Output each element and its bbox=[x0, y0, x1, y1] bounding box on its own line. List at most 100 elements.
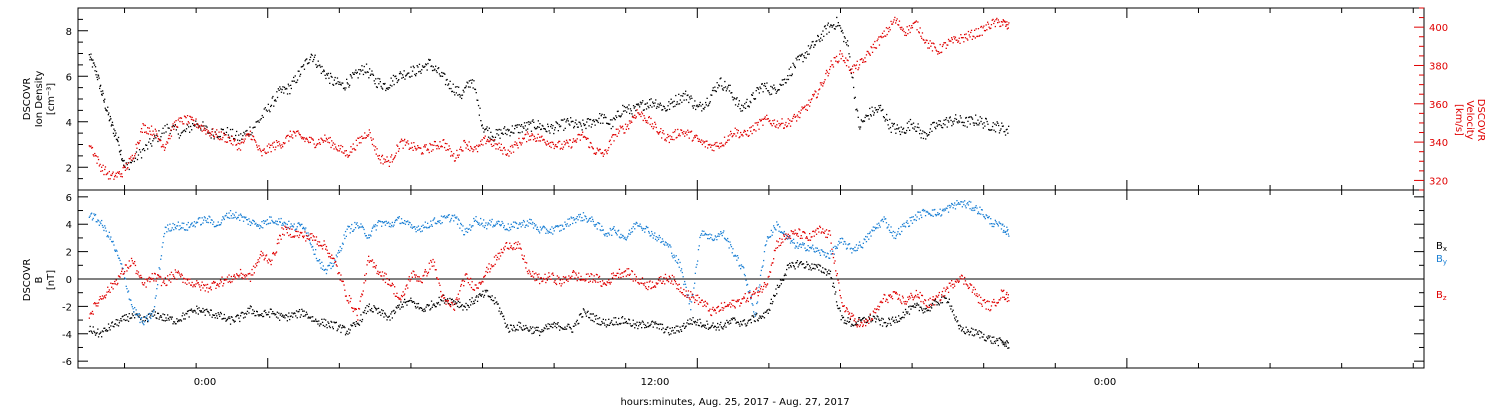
density-point bbox=[102, 92, 104, 95]
by-point bbox=[975, 205, 977, 207]
velocity-point bbox=[503, 147, 505, 149]
by-point bbox=[429, 225, 431, 227]
bx-point bbox=[700, 322, 702, 324]
velocity-point bbox=[516, 144, 519, 146]
velocity-point bbox=[841, 53, 843, 55]
by-point bbox=[789, 242, 792, 244]
by-point bbox=[884, 218, 886, 220]
velocity-point bbox=[824, 79, 826, 81]
density-point bbox=[246, 129, 248, 132]
density-point bbox=[583, 124, 586, 127]
bx-point bbox=[938, 304, 940, 306]
by-point bbox=[417, 229, 419, 231]
by-point bbox=[885, 218, 887, 220]
bx-point bbox=[114, 323, 117, 325]
velocity-point bbox=[252, 135, 254, 137]
bx-point bbox=[240, 312, 242, 314]
velocity-point bbox=[187, 121, 189, 123]
by-point bbox=[810, 247, 812, 250]
by-point bbox=[237, 216, 239, 219]
velocity-point bbox=[451, 154, 453, 156]
velocity-point bbox=[212, 128, 214, 130]
by-point bbox=[377, 220, 380, 222]
velocity-point bbox=[990, 24, 993, 26]
bx-point bbox=[367, 310, 369, 313]
bx-point bbox=[1006, 340, 1008, 342]
bx-point bbox=[611, 323, 614, 325]
by-point bbox=[238, 214, 240, 216]
bx-point bbox=[400, 301, 402, 303]
by-point bbox=[150, 313, 153, 315]
bx-point bbox=[802, 263, 805, 265]
bx-point bbox=[543, 327, 545, 329]
by-point bbox=[229, 217, 231, 219]
bx-point bbox=[594, 315, 596, 317]
bx-point bbox=[579, 313, 581, 315]
velocity-point bbox=[789, 119, 791, 121]
by-point bbox=[575, 221, 577, 224]
velocity-point bbox=[552, 143, 555, 145]
density-point bbox=[510, 131, 513, 133]
by-point bbox=[833, 253, 835, 255]
velocity-point bbox=[818, 89, 820, 91]
density-point bbox=[402, 76, 404, 78]
density-point bbox=[619, 115, 621, 117]
density-point bbox=[887, 124, 889, 126]
velocity-point bbox=[704, 141, 706, 143]
by-point bbox=[986, 215, 988, 217]
velocity-point bbox=[211, 131, 213, 133]
density-point bbox=[657, 103, 659, 105]
bz-point bbox=[98, 299, 100, 301]
bx-point bbox=[397, 306, 400, 308]
by-point bbox=[474, 219, 476, 221]
by-point bbox=[452, 215, 454, 217]
density-point bbox=[656, 105, 658, 108]
bx-point bbox=[727, 321, 729, 323]
density-point bbox=[708, 102, 711, 104]
velocity-point bbox=[387, 160, 389, 163]
bx-point bbox=[245, 312, 247, 314]
bx-point bbox=[431, 306, 433, 308]
velocity-point bbox=[263, 148, 265, 150]
density-point bbox=[597, 121, 599, 124]
by-point bbox=[118, 257, 120, 259]
velocity-point bbox=[488, 141, 490, 143]
by-point bbox=[855, 244, 858, 246]
by-point bbox=[213, 226, 216, 228]
density-point bbox=[514, 125, 516, 127]
density-point bbox=[575, 119, 577, 121]
density-point bbox=[800, 54, 803, 56]
velocity-point bbox=[401, 140, 403, 142]
bx-point bbox=[857, 320, 859, 322]
bz-point bbox=[105, 294, 107, 296]
bx-point bbox=[729, 320, 731, 322]
bx-point bbox=[802, 263, 804, 265]
bx-point bbox=[323, 318, 325, 320]
velocity-point bbox=[103, 173, 105, 176]
velocity-point bbox=[143, 124, 145, 126]
velocity-point bbox=[590, 142, 592, 144]
bx-point bbox=[967, 330, 970, 333]
by-point bbox=[912, 216, 914, 218]
by-point bbox=[816, 247, 818, 249]
by-point bbox=[443, 215, 445, 218]
by-point bbox=[638, 225, 640, 227]
velocity-point bbox=[740, 134, 743, 136]
by-point bbox=[430, 224, 433, 226]
bx-point bbox=[550, 326, 552, 328]
velocity-point bbox=[901, 29, 904, 32]
density-point bbox=[243, 131, 245, 134]
by-point bbox=[591, 216, 593, 218]
velocity-point bbox=[838, 60, 840, 62]
bx-point bbox=[444, 299, 446, 301]
velocity-point bbox=[537, 133, 539, 135]
by-point bbox=[200, 223, 202, 226]
by-point bbox=[187, 221, 189, 224]
bx-point bbox=[960, 326, 962, 328]
bx-point bbox=[569, 327, 571, 329]
velocity-point bbox=[862, 61, 864, 63]
velocity-point bbox=[108, 170, 110, 173]
velocity-point bbox=[91, 147, 93, 149]
bx-point bbox=[934, 299, 937, 301]
bx-point bbox=[977, 333, 980, 335]
